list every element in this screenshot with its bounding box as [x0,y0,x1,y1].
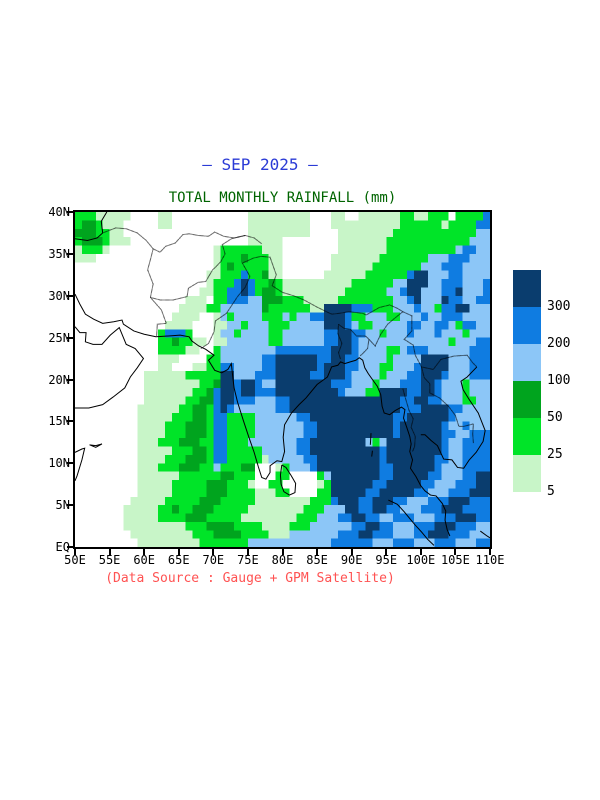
legend-swatch [513,270,541,307]
x-axis-tick-label: 70E [202,553,225,567]
y-axis-tick-label: 35N [48,246,70,261]
coastline [372,451,373,457]
y-axis-tick-label: 25N [48,330,70,345]
x-axis-tick [108,549,111,555]
y-axis-tick [67,420,73,423]
y-axis-tick [67,378,73,381]
x-axis-tick [419,549,422,555]
x-axis-tick-label: 55E [98,553,121,567]
rainfall-heatmap-canvas [75,212,490,547]
legend-label: 200 [547,336,571,351]
legend-swatch [513,344,541,381]
y-axis-tick [67,294,73,297]
x-axis-tick-label: 85E [306,553,328,567]
legend-label: 300 [547,299,571,314]
x-axis-tick [177,549,180,555]
x-axis-tick [212,549,215,555]
legend-swatch [513,418,541,455]
coastline [480,531,490,538]
x-axis-tick-label: 100E [406,553,436,567]
legend-swatch [513,455,541,492]
y-axis-tick [67,462,73,465]
country-border-line [403,389,415,452]
country-border-line [103,228,167,336]
y-axis-tick-label: 20N [48,372,70,387]
coastline [75,327,143,408]
y-axis-tick [67,336,73,339]
plot-subtitle: TOTAL MONTHLY RAINFALL (mm) [168,190,397,206]
country-border-line [201,256,403,348]
country-border-line [338,324,342,359]
y-axis-tick-label: 15N [48,414,70,429]
y-axis-tick [67,546,73,548]
coastline [280,465,295,495]
country-border-line [153,232,245,252]
coastline [388,500,434,545]
y-axis-tick-label: 40N [48,205,70,219]
data-source-note: (Data Source : Gauge + GPM Satellite) [105,571,395,586]
x-axis-tick-label: 65E [167,553,190,567]
x-axis-tick [74,549,76,555]
country-border-line [339,324,369,356]
legend-swatch [513,307,541,344]
x-axis-tick [246,549,249,555]
coastline [75,448,85,481]
coastline [90,444,102,447]
coastline-overlay [75,212,490,547]
y-axis-tick [67,504,73,507]
x-axis-tick-label: 75E [237,553,259,567]
rainfall-map [73,210,492,549]
legend-label: 50 [547,410,563,425]
x-axis-tick-label: 60E [133,553,155,567]
x-axis-tick [454,549,457,555]
x-axis-tick-label: 110E [475,553,505,567]
coastline [370,433,371,445]
x-axis-tick-label: 90E [340,553,363,567]
coastline [75,212,107,240]
y-axis-tick [67,252,73,255]
plot-title: — SEP 2025 — [202,155,318,174]
y-axis-tick-label: 30N [48,288,70,303]
country-border-line [369,312,403,346]
x-axis-tick-label: 105E [440,553,470,567]
x-axis-tick [350,549,353,555]
y-axis-tick-label: 10N [48,456,70,471]
legend-swatch [513,381,541,418]
country-border-line [403,312,477,370]
x-axis-tick-label: 95E [375,553,398,567]
x-axis-tick [281,549,284,555]
x-axis-tick [316,549,319,555]
coastline [75,294,450,536]
x-axis-tick-label: 80E [271,553,294,567]
x-axis-tick [385,549,388,555]
country-border-line [422,367,474,443]
x-axis-tick-label: 50E [64,553,86,567]
legend-label: 5 [547,484,555,499]
y-axis-tick [67,211,73,213]
legend-label: 100 [547,373,571,388]
y-axis-tick-label: EQ [55,540,70,554]
x-axis-tick [143,549,146,555]
x-axis-tick [489,549,491,555]
legend-label: 25 [547,447,563,462]
coastline [421,367,485,468]
y-axis-tick-label: 5N [55,498,70,513]
